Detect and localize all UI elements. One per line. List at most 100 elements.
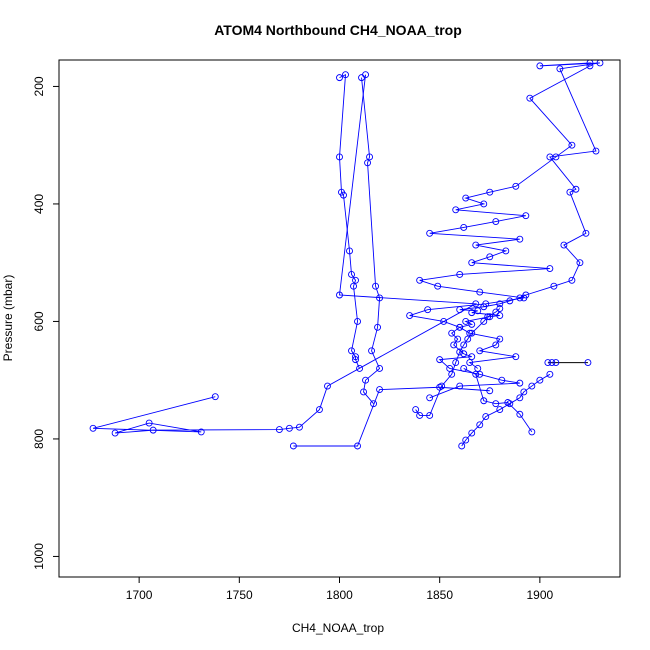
series-point-0-16 [496, 300, 504, 308]
series-point-0-6 [572, 185, 580, 193]
series-point-3-9 [360, 388, 367, 396]
series-point-0-29 [460, 350, 468, 358]
series-point-1-14 [472, 241, 480, 249]
series-point-1-17 [468, 259, 476, 267]
series-point-1-7 [480, 200, 488, 208]
series-point-0-33 [476, 370, 484, 378]
series-point-1-20 [416, 276, 424, 284]
series-point-0-15 [506, 297, 514, 305]
series-point-6-10 [480, 317, 488, 325]
series-point-4-4 [316, 406, 323, 414]
series-point-6-9 [468, 329, 476, 337]
series-point-0-32 [446, 364, 454, 372]
y-tick-label-3: 800 [32, 429, 46, 449]
series-point-0-14 [516, 294, 524, 302]
highlight-point-0-3 [584, 359, 592, 367]
y-tick-label-2: 600 [32, 311, 46, 331]
series-point-3-5 [374, 323, 382, 331]
series-point-0-31 [436, 356, 444, 364]
series-point-8-1 [472, 370, 480, 378]
series-point-4-7 [275, 426, 283, 433]
highlight-point-0-0 [544, 359, 552, 367]
series-point-0-28 [450, 341, 458, 349]
series-point-0-27 [454, 335, 462, 343]
series-point-2-1 [342, 71, 349, 79]
series-point-4-1 [336, 291, 343, 299]
series-point-7-7 [516, 394, 524, 402]
y-tick-label-0: 200 [32, 76, 46, 96]
series-point-1-23 [520, 294, 528, 302]
series-point-3-3 [372, 282, 380, 290]
x-tick-label-0: 1700 [126, 588, 153, 602]
series-point-0-34 [498, 376, 506, 384]
series-point-0-3 [556, 65, 564, 73]
series-point-2-8 [350, 282, 357, 290]
y-tick-label-4: 1000 [32, 543, 46, 570]
series-point-4-8 [149, 426, 157, 434]
series-point-6-5 [452, 359, 460, 367]
series-line-7 [461, 373, 551, 447]
chart-title: ATOM4 Northbound CH4_NOAA_trop [214, 22, 462, 38]
series-point-4-9 [111, 429, 119, 437]
series-point-0-37 [426, 394, 434, 402]
x-axis: 1700 1750 1800 1850 1900 [126, 576, 554, 602]
x-tick-label-2: 1800 [326, 588, 353, 602]
series-point-7-11 [546, 370, 554, 378]
series-point-1-35 [474, 364, 482, 372]
series-point-1-0 [586, 62, 594, 70]
series-point-4-11 [197, 428, 205, 436]
series-point-2-0 [336, 74, 343, 82]
series-point-0-10 [576, 259, 584, 267]
series-point-4-5 [295, 423, 303, 431]
series-point-2-2 [336, 153, 343, 161]
series-point-8-4 [504, 399, 512, 406]
series-point-1-4 [512, 182, 520, 190]
series-point-3-8 [362, 376, 369, 384]
series-point-4-2 [472, 300, 480, 308]
series-point-0-24 [468, 320, 476, 328]
series-line-5 [293, 386, 490, 447]
series-point-7-0 [458, 442, 466, 450]
series-point-1-27 [440, 317, 448, 325]
series-point-1-12 [426, 229, 434, 237]
series-point-0-8 [582, 229, 590, 237]
series-point-2-13 [356, 364, 363, 372]
series-point-1-21 [434, 282, 442, 290]
series-point-5-4 [486, 387, 494, 395]
series-point-1-32 [476, 347, 484, 355]
series-point-2-6 [348, 270, 355, 278]
series-line-1 [409, 65, 591, 369]
series-point-1-13 [516, 235, 524, 243]
series-point-4-10 [145, 419, 153, 427]
series-point-3-2 [364, 159, 371, 167]
series-point-2-12 [352, 356, 359, 364]
series-point-3-10 [370, 400, 378, 408]
series-point-1-33 [512, 353, 520, 361]
series-point-1-24 [482, 300, 490, 308]
series-point-0-0 [586, 60, 594, 67]
series-point-4-12 [89, 424, 97, 432]
series-point-2-5 [346, 247, 353, 255]
series-point-7-10 [536, 376, 544, 384]
x-tick-label-1: 1750 [226, 588, 253, 602]
series-point-6-13 [496, 305, 504, 312]
series-point-1-19 [456, 270, 464, 278]
series-point-0-4 [592, 147, 600, 155]
series-point-1-26 [406, 312, 414, 320]
series-point-0-35 [516, 379, 524, 387]
series-point-0-1 [536, 62, 544, 70]
series-point-3-6 [368, 347, 376, 355]
series-point-6-1 [416, 411, 424, 419]
series-point-2-11 [352, 353, 359, 361]
series-point-6-6 [456, 348, 464, 356]
series-line-0 [429, 62, 601, 399]
series-point-6-12 [492, 308, 500, 316]
series-point-4-0 [362, 71, 369, 79]
series-point-3-4 [376, 294, 384, 302]
series-line-2 [339, 73, 360, 369]
series-point-1-2 [568, 141, 576, 149]
series-point-0-18 [456, 306, 464, 314]
series-point-1-1 [526, 94, 534, 102]
series-point-1-18 [546, 265, 554, 273]
